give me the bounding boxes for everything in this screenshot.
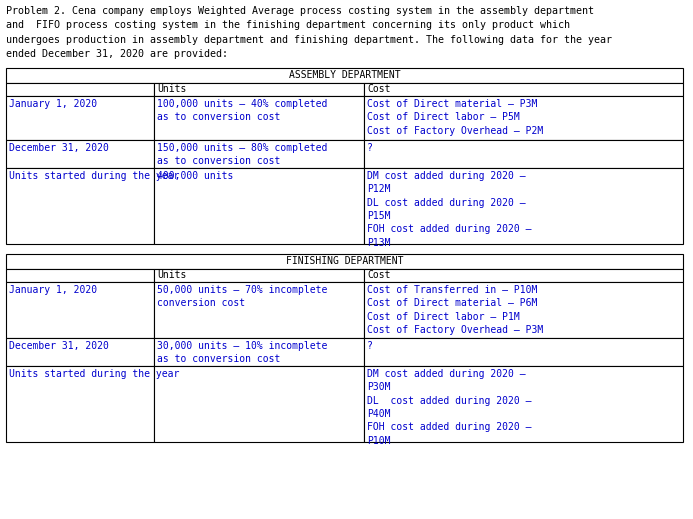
Text: DM cost added during 2020 –
P12M
DL cost added during 2020 –
P15M
FOH cost added: DM cost added during 2020 – P12M DL cost… xyxy=(367,171,532,248)
Text: Cost: Cost xyxy=(367,85,390,94)
Text: Cost of Transferred in – P10M
Cost of Direct material – P6M
Cost of Direct labor: Cost of Transferred in – P10M Cost of Di… xyxy=(367,285,543,335)
Text: 150,000 units – 80% completed
as to conversion cost: 150,000 units – 80% completed as to conv… xyxy=(157,143,327,167)
Bar xyxy=(364,168,683,244)
Bar xyxy=(364,96,683,140)
Text: Cost: Cost xyxy=(367,270,390,280)
Text: 100,000 units – 40% completed
as to conversion cost: 100,000 units – 40% completed as to conv… xyxy=(157,99,327,122)
Text: 50,000 units – 70% incomplete
conversion cost: 50,000 units – 70% incomplete conversion… xyxy=(157,285,327,308)
Text: Cost of Direct material – P3M
Cost of Direct labor – P5M
Cost of Factory Overhea: Cost of Direct material – P3M Cost of Di… xyxy=(367,99,543,136)
Bar xyxy=(6,282,154,338)
Bar xyxy=(154,366,364,442)
Bar xyxy=(6,68,683,83)
Bar xyxy=(364,366,683,442)
Text: FINISHING DEPARTMENT: FINISHING DEPARTMENT xyxy=(286,256,403,266)
Bar xyxy=(154,140,364,168)
Text: ?: ? xyxy=(367,341,373,351)
Bar xyxy=(154,338,364,366)
Bar xyxy=(6,269,154,282)
Text: December 31, 2020: December 31, 2020 xyxy=(9,143,109,153)
Bar xyxy=(364,282,683,338)
Text: Problem 2. Cena company employs Weighted Average process costing system in the a: Problem 2. Cena company employs Weighted… xyxy=(6,6,612,59)
Bar xyxy=(6,254,683,269)
Bar xyxy=(6,140,154,168)
Bar xyxy=(364,83,683,96)
Text: December 31, 2020: December 31, 2020 xyxy=(9,341,109,351)
Text: January 1, 2020: January 1, 2020 xyxy=(9,99,97,109)
Bar xyxy=(364,338,683,366)
Bar xyxy=(6,96,154,140)
Bar xyxy=(6,168,154,244)
Bar xyxy=(154,83,364,96)
Bar xyxy=(6,83,154,96)
Bar xyxy=(154,269,364,282)
Bar xyxy=(364,140,683,168)
Text: Units started during the year: Units started during the year xyxy=(9,369,179,379)
Text: ?: ? xyxy=(367,143,373,153)
Text: January 1, 2020: January 1, 2020 xyxy=(9,285,97,295)
Bar xyxy=(154,168,364,244)
Bar xyxy=(364,269,683,282)
Text: 400,000 units: 400,000 units xyxy=(157,171,234,181)
Text: Units: Units xyxy=(157,270,186,280)
Bar xyxy=(6,338,154,366)
Bar xyxy=(154,96,364,140)
Text: DM cost added during 2020 –
P30M
DL  cost added during 2020 –
P40M
FOH cost adde: DM cost added during 2020 – P30M DL cost… xyxy=(367,369,532,446)
Text: Units: Units xyxy=(157,85,186,94)
Bar xyxy=(6,366,154,442)
Bar xyxy=(154,282,364,338)
Text: Units started during the year: Units started during the year xyxy=(9,171,179,181)
Text: 30,000 units – 10% incomplete
as to conversion cost: 30,000 units – 10% incomplete as to conv… xyxy=(157,341,327,364)
Text: ASSEMBLY DEPARTMENT: ASSEMBLY DEPARTMENT xyxy=(289,71,401,80)
